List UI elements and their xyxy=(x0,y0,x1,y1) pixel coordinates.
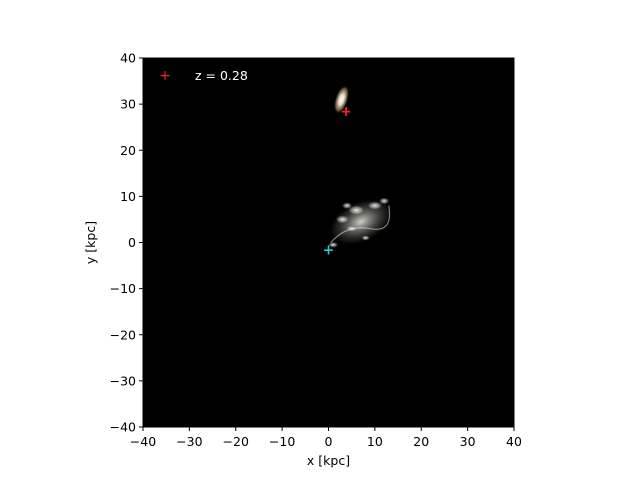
galaxy-knot xyxy=(327,241,339,249)
galaxy-knot xyxy=(366,200,384,211)
x-tick-label: −40 xyxy=(130,434,156,449)
galaxy-arm xyxy=(330,205,391,243)
x-tick-label: −10 xyxy=(269,434,295,449)
y-tick-label: 40 xyxy=(120,51,136,66)
x-tick-label: −30 xyxy=(176,434,202,449)
y-tick-label: 10 xyxy=(120,189,136,204)
x-tick-label: 40 xyxy=(506,434,522,449)
legend-label: z = 0.28 xyxy=(195,68,248,83)
plot-area xyxy=(143,58,514,427)
x-tick-label: 20 xyxy=(413,434,429,449)
galaxy-knot xyxy=(341,201,353,210)
x-tick-label: 0 xyxy=(325,434,333,449)
satellite-galaxy-body xyxy=(333,84,350,115)
x-tick-label: −20 xyxy=(223,434,249,449)
y-axis-ticks: −40 −30 −20 −10 0 10 20 30 40 xyxy=(110,51,143,435)
red-cross-marker: + xyxy=(340,104,352,120)
cyan-cross-marker: + xyxy=(323,242,335,258)
x-tick-label: 30 xyxy=(460,434,476,449)
y-tick-label: −20 xyxy=(110,327,136,342)
y-tick-label: −40 xyxy=(110,420,136,435)
galaxy-knot xyxy=(378,197,390,205)
y-tick-label: −30 xyxy=(110,373,136,388)
x-axis-ticks: −40 −30 −20 −10 0 10 20 30 40 xyxy=(130,427,522,449)
legend: + z = 0.28 xyxy=(159,68,248,84)
galaxy-knot xyxy=(334,214,350,225)
x-tick-label: 10 xyxy=(367,434,383,449)
legend-marker: + xyxy=(159,68,171,84)
galaxy-layer xyxy=(327,84,394,249)
y-tick-label: 0 xyxy=(128,235,136,250)
y-tick-label: −10 xyxy=(110,281,136,296)
y-tick-label: 20 xyxy=(120,143,136,158)
marker-layer: ++ xyxy=(323,104,352,258)
y-tick-label: 30 xyxy=(120,97,136,112)
galaxy-knot xyxy=(360,235,371,241)
satellite-galaxy xyxy=(333,84,350,115)
x-axis-label: x [kpc] xyxy=(307,453,350,468)
y-axis-label: y [kpc] xyxy=(83,221,98,264)
